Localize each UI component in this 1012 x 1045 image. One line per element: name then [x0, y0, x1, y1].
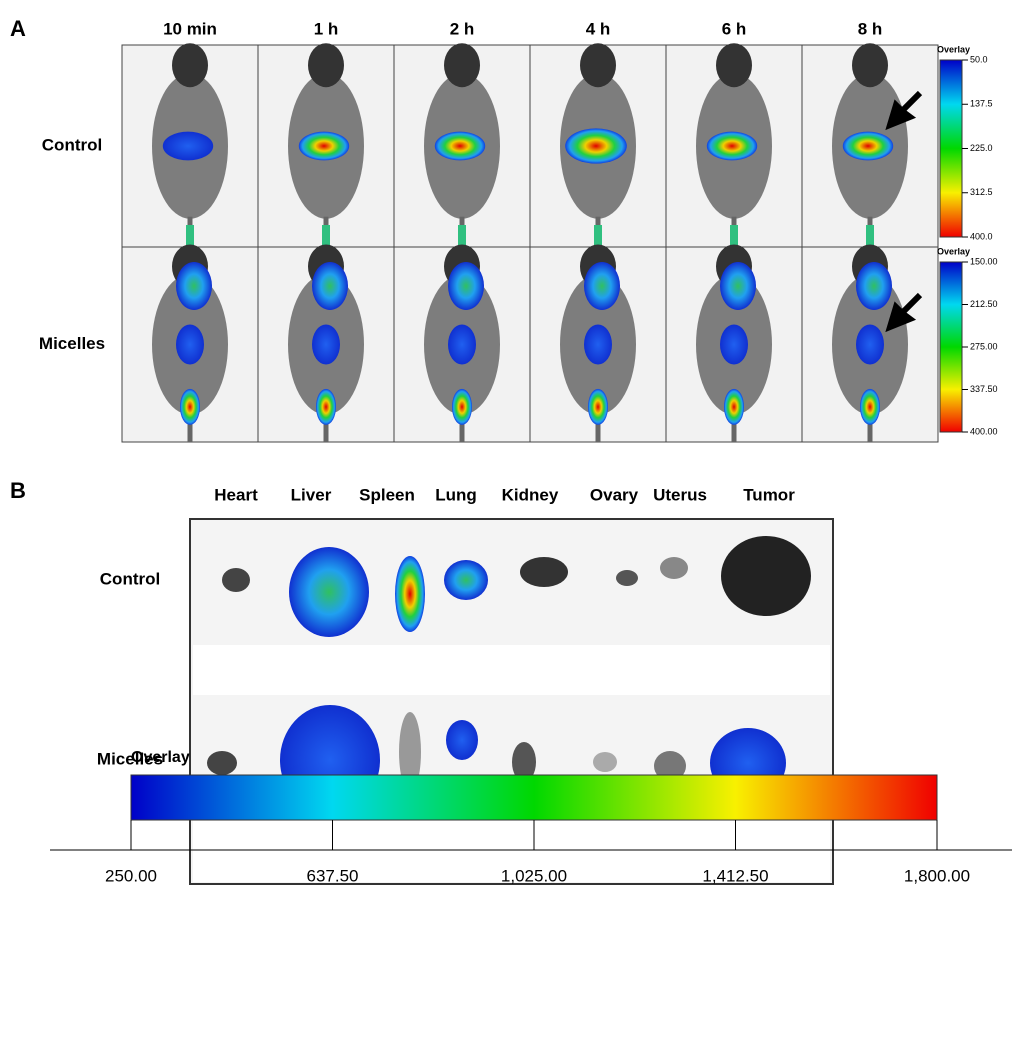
organ — [593, 752, 617, 772]
organ — [616, 570, 638, 586]
panel-a-grid — [122, 43, 938, 442]
signal — [866, 225, 874, 247]
signal — [856, 262, 892, 310]
signal — [720, 325, 748, 365]
colorbar-title: Overlay — [937, 246, 970, 256]
signal — [707, 132, 757, 161]
signal — [180, 389, 200, 425]
organ-label: Uterus — [653, 485, 707, 504]
tick-label: 137.5 — [970, 99, 993, 109]
organ-label: Spleen — [359, 485, 415, 504]
column-header: 6 h — [722, 19, 747, 38]
signal — [458, 225, 466, 247]
mouse-head — [716, 43, 752, 87]
tick-label: 150.00 — [970, 256, 998, 266]
tick-label: 225.0 — [970, 143, 993, 153]
signal — [448, 262, 484, 310]
panel-label: A — [10, 16, 26, 41]
tick-label: 337.50 — [970, 384, 998, 394]
tick-label: 275.00 — [970, 341, 998, 351]
column-header: 4 h — [586, 19, 611, 38]
organ-label: Ovary — [590, 485, 639, 504]
organ-label: Tumor — [743, 485, 795, 504]
panel-label: B — [10, 478, 26, 503]
organ-label: Liver — [291, 485, 332, 504]
colorbar — [940, 60, 962, 237]
signal — [435, 132, 485, 161]
signal — [588, 389, 608, 425]
signal — [163, 132, 213, 161]
mouse-head — [580, 43, 616, 87]
tick-label: 312.5 — [970, 187, 993, 197]
column-header: 1 h — [314, 19, 339, 38]
tick-label: 50.0 — [970, 54, 988, 64]
organ — [660, 557, 688, 579]
organ — [207, 751, 237, 775]
organ-label: Lung — [435, 485, 477, 504]
colorbar — [940, 262, 962, 432]
tick-label: 250.00 — [105, 866, 157, 885]
tick-label: 1,025.00 — [501, 866, 567, 885]
signal — [724, 389, 744, 425]
row-label: Control — [42, 135, 102, 154]
tick-label: 212.50 — [970, 299, 998, 309]
tick-label: 637.50 — [307, 866, 359, 885]
signal — [186, 225, 194, 247]
blank-strip — [193, 645, 830, 695]
signal — [316, 389, 336, 425]
tick-label: 1,412.50 — [702, 866, 768, 885]
organ — [444, 560, 488, 600]
tick-label: 400.00 — [970, 426, 998, 436]
mouse-head — [172, 43, 208, 87]
signal — [856, 325, 884, 365]
row-label: Control — [100, 569, 160, 588]
mouse-head — [852, 43, 888, 87]
organ — [446, 720, 478, 760]
signal — [720, 262, 756, 310]
signal — [176, 262, 212, 310]
signal — [312, 325, 340, 365]
signal — [448, 325, 476, 365]
signal — [584, 262, 620, 310]
organ — [721, 536, 811, 616]
signal — [860, 389, 880, 425]
organ — [395, 556, 425, 632]
row-label: Micelles — [97, 749, 163, 768]
tick-label: 400.0 — [970, 231, 993, 241]
signal — [843, 132, 893, 161]
signal — [584, 325, 612, 365]
signal — [565, 128, 627, 163]
organ — [520, 557, 568, 587]
organ — [289, 547, 369, 637]
signal — [452, 389, 472, 425]
organ-label: Kidney — [502, 485, 559, 504]
signal — [322, 225, 330, 247]
column-header: 8 h — [858, 19, 883, 38]
colorbar — [131, 775, 937, 820]
signal — [730, 225, 738, 247]
organ-label: Heart — [214, 485, 258, 504]
organ — [222, 568, 250, 592]
colorbar-title: Overlay — [937, 44, 970, 54]
signal — [594, 225, 602, 247]
figure: A B Overlay 10 min 1 h 2 h 4 h 6 h 8 h Control… — [0, 0, 1012, 1040]
signal — [176, 325, 204, 365]
row-label: Micelles — [39, 334, 105, 353]
column-header: 2 h — [450, 19, 475, 38]
signal — [312, 262, 348, 310]
mouse-head — [308, 43, 344, 87]
mouse-head — [444, 43, 480, 87]
column-header: 10 min — [163, 19, 217, 38]
signal — [299, 132, 349, 161]
tick-label: 1,800.00 — [904, 866, 970, 885]
